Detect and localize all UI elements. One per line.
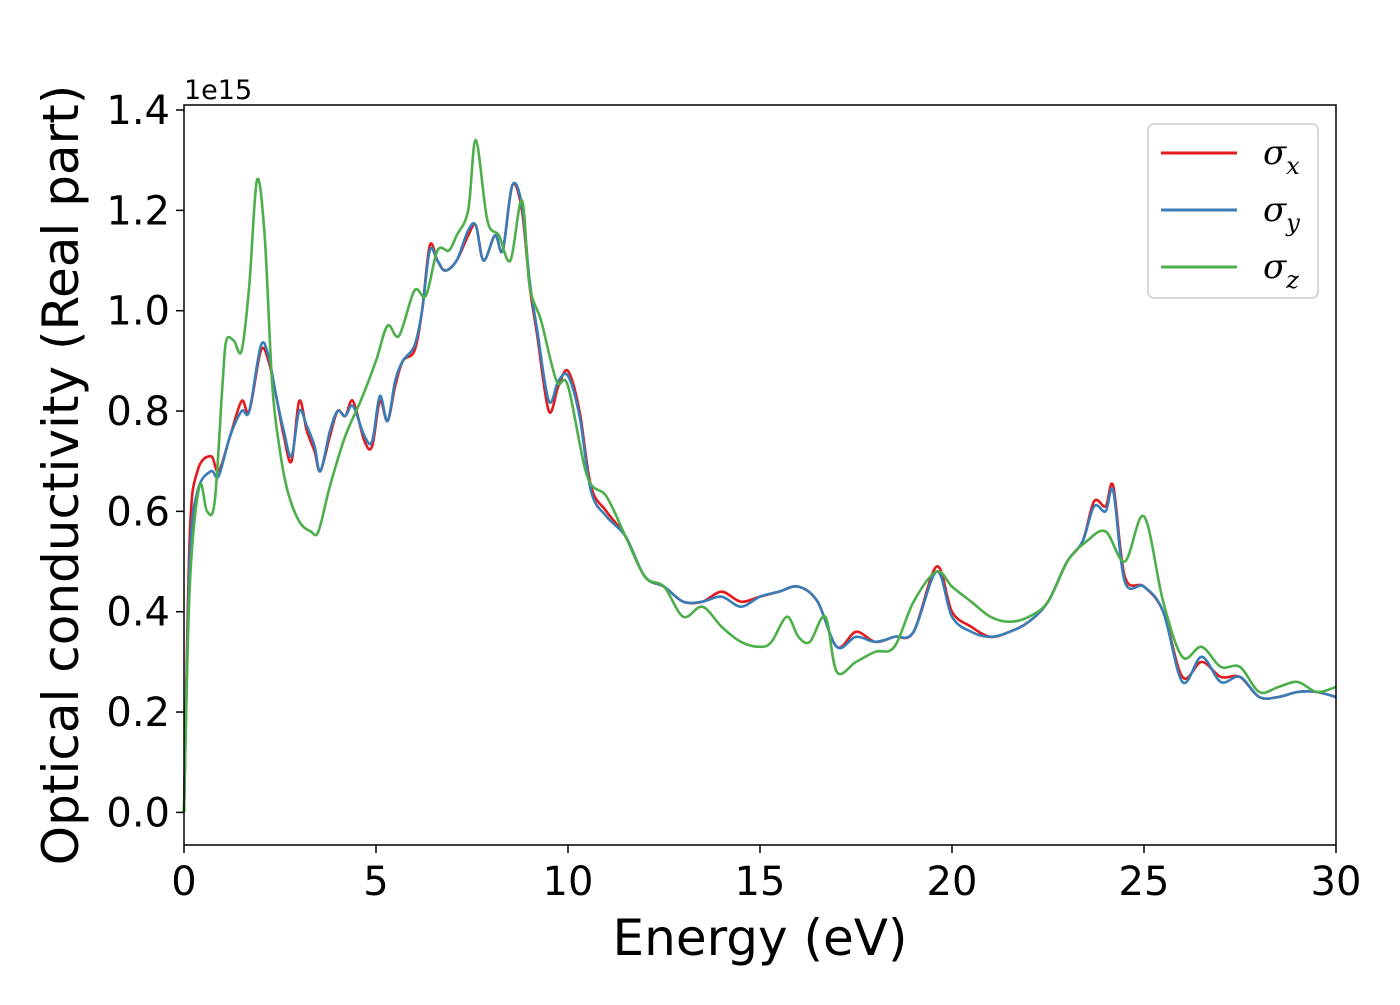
y-tick-label: 0.6 [106,489,170,535]
x-tick-label: 10 [543,859,594,905]
y-tick-label: 0.8 [106,389,170,435]
y-tick-label: 0.2 [106,690,170,736]
y-axis-offset-text: 1e15 [184,75,252,106]
legend: σx σy σz [1147,123,1319,299]
x-tick-label: 30 [1311,859,1362,905]
y-tick-label: 1.2 [106,188,170,234]
y-tick-label: 1.0 [106,289,170,335]
y-tick-label: 0.0 [106,790,170,836]
series-line-z [182,138,1337,813]
y-tick-label: 0.4 [106,590,170,636]
x-tick-label: 5 [363,859,388,905]
axis-ticks-layer: 0 5 10 15 20 25 30 0.0 0.2 0.4 0.6 0.8 1.0 1.2 1.4 [106,88,1361,905]
y-tick-label: 1.4 [106,88,170,134]
x-axis-label: Energy (eV) [613,909,908,967]
legend-label-y: σy [1263,190,1300,237]
y-axis-label: Optical conductivity (Real part) [32,85,90,866]
series-lines-layer [182,138,1337,813]
legend-label-x: σx [1263,133,1300,180]
series-line-y [182,181,1337,813]
x-tick-label: 15 [735,859,786,905]
legend-label-z: σz [1263,247,1299,294]
legend-items: σx σy σz [1161,133,1300,294]
x-tick-label: 0 [171,859,196,905]
x-tick-label: 25 [1119,859,1170,905]
x-tick-label: 20 [927,859,978,905]
